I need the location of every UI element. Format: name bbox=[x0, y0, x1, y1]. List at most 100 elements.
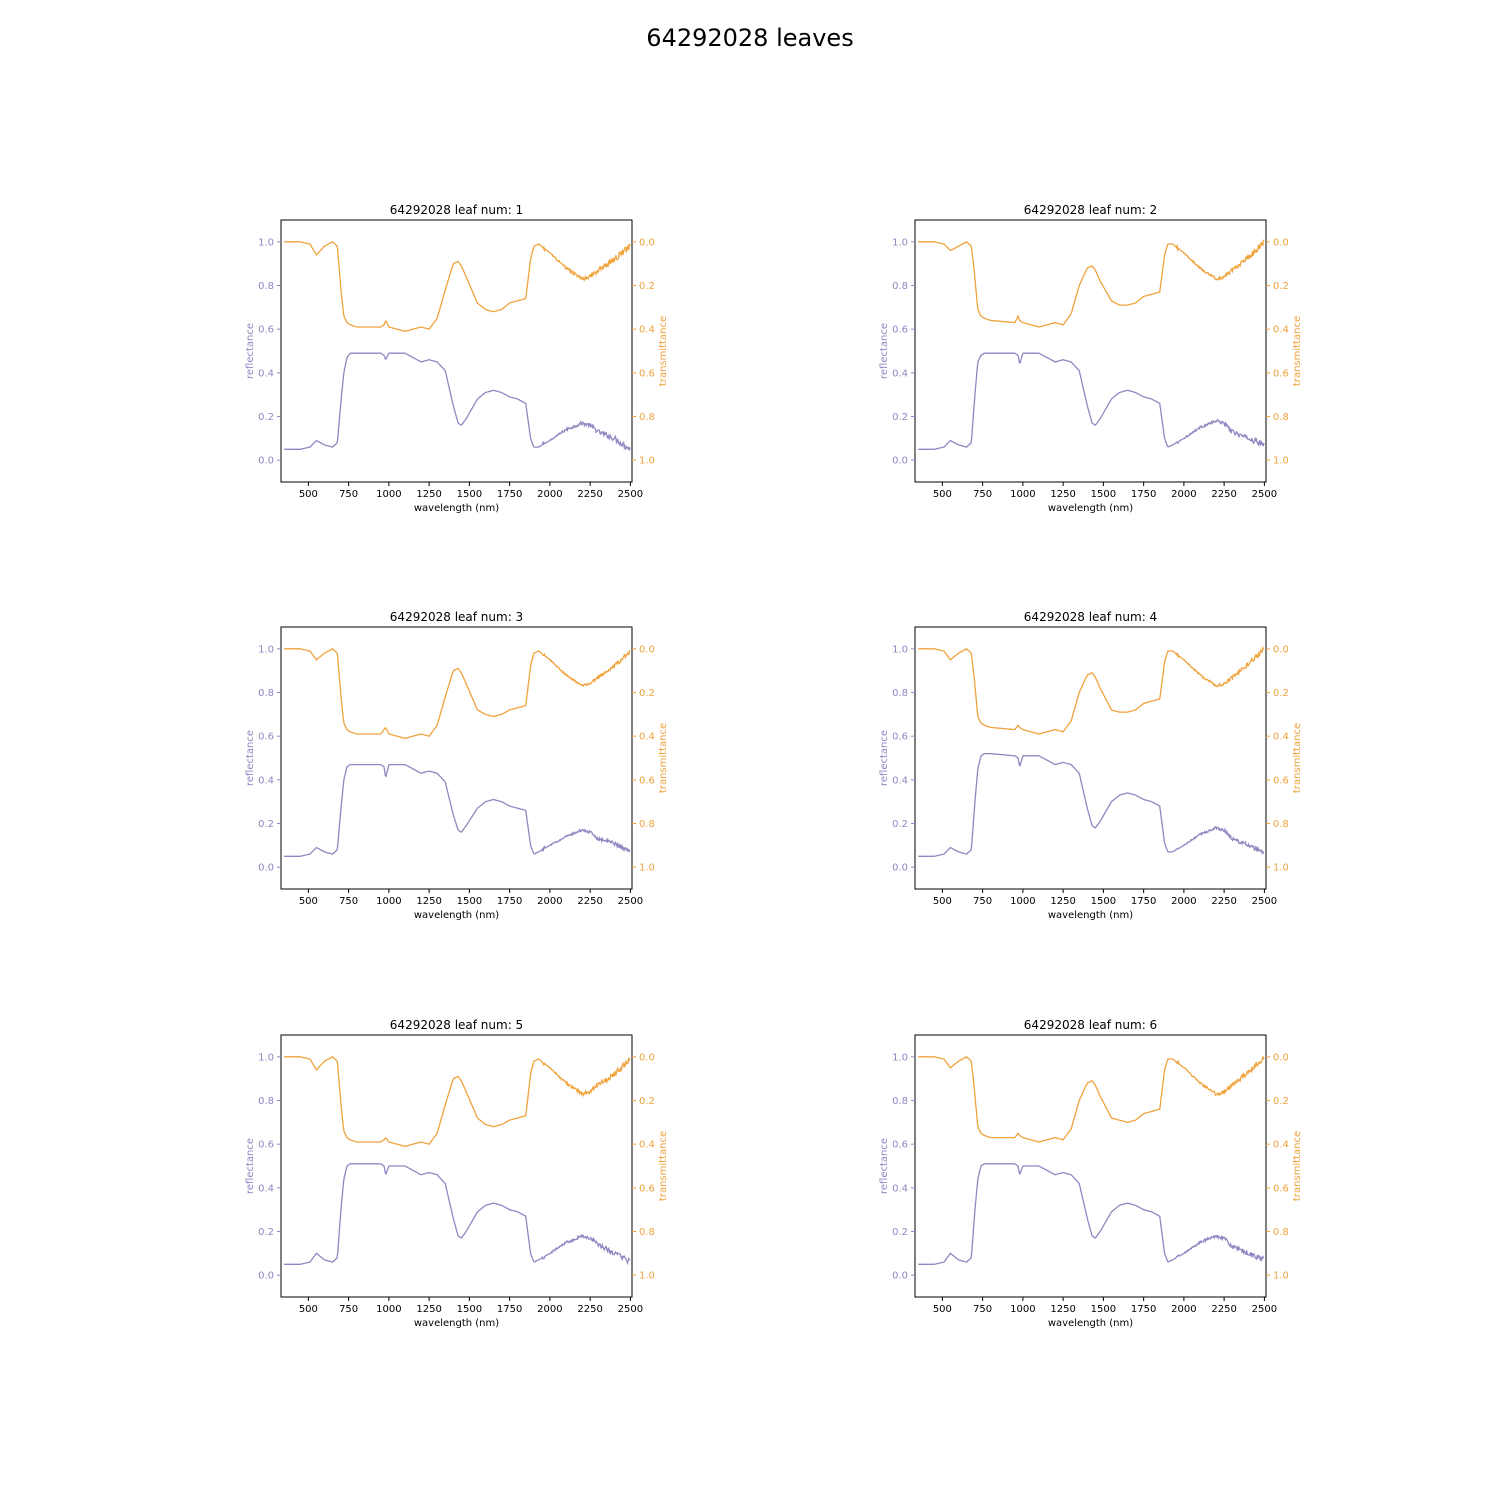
y-right-tick-label: 0.6 bbox=[1273, 775, 1289, 786]
x-tick-label: 2250 bbox=[1211, 896, 1236, 907]
y-left-tick-label: 0.0 bbox=[892, 1271, 908, 1282]
y-left-tick-label: 0.0 bbox=[892, 456, 908, 467]
y-right-tick-label: 0.2 bbox=[1273, 281, 1289, 292]
x-tick-label: 1750 bbox=[497, 896, 522, 907]
x-axis-label: wavelength (nm) bbox=[1048, 910, 1133, 921]
x-tick-label: 1000 bbox=[1010, 1304, 1035, 1315]
x-tick-label: 1750 bbox=[1131, 896, 1156, 907]
y-right-tick-label: 0.0 bbox=[639, 1052, 655, 1063]
x-tick-label: 1500 bbox=[1091, 896, 1116, 907]
series-line-transmittance bbox=[918, 1055, 1265, 1143]
x-tick-label: 2500 bbox=[1252, 489, 1277, 500]
y-left-tick-label: 0.0 bbox=[258, 456, 274, 467]
series-line-reflectance bbox=[918, 352, 1265, 450]
y-left-tick-label: 0.6 bbox=[892, 1140, 908, 1151]
axes-frame bbox=[280, 626, 633, 890]
x-axis-label: wavelength (nm) bbox=[414, 503, 499, 514]
y-right-tick-label: 0.4 bbox=[1273, 1140, 1289, 1151]
y-right-tick-label: 0.8 bbox=[1273, 1227, 1289, 1238]
series-line-transmittance bbox=[284, 240, 631, 332]
series-line-transmittance bbox=[918, 645, 1265, 735]
y-right-tick-label: 0.2 bbox=[639, 1096, 655, 1107]
x-tick-label: 1750 bbox=[497, 1304, 522, 1315]
y-right-tick-label: 0.0 bbox=[1273, 644, 1289, 655]
subplot-2: 500 750 1000 1250 1500 1750 2000 2250 2500 0.0 0.2… bbox=[879, 203, 1303, 514]
x-tick-label: 1250 bbox=[416, 1304, 441, 1315]
subplot-title: 64292028 leaf num: 2 bbox=[1024, 203, 1157, 217]
y-left-axis-label: reflectance bbox=[879, 1138, 890, 1194]
x-tick-label: 2000 bbox=[537, 489, 562, 500]
axes-frame bbox=[914, 1034, 1267, 1298]
y-left-tick-label: 1.0 bbox=[258, 1052, 274, 1063]
x-tick-label: 2500 bbox=[618, 896, 643, 907]
x-tick-label: 2500 bbox=[1252, 1304, 1277, 1315]
subplot-title: 64292028 leaf num: 5 bbox=[390, 1018, 523, 1032]
y-left-tick-label: 1.0 bbox=[892, 1052, 908, 1063]
x-tick-label: 2000 bbox=[1171, 489, 1196, 500]
y-right-tick-label: 0.8 bbox=[639, 1227, 655, 1238]
x-tick-label: 750 bbox=[339, 489, 358, 500]
x-tick-label: 1000 bbox=[1010, 489, 1035, 500]
y-left-tick-label: 1.0 bbox=[258, 237, 274, 248]
y-right-tick-label: 1.0 bbox=[639, 1271, 655, 1282]
y-right-tick-label: 0.6 bbox=[1273, 368, 1289, 379]
y-left-tick-label: 0.2 bbox=[258, 1227, 274, 1238]
y-left-tick-label: 0.2 bbox=[258, 819, 274, 830]
y-left-tick-label: 0.4 bbox=[258, 1183, 274, 1194]
y-right-tick-label: 0.0 bbox=[1273, 1052, 1289, 1063]
y-left-tick-label: 0.8 bbox=[892, 281, 908, 292]
x-tick-label: 1250 bbox=[416, 489, 441, 500]
y-right-tick-label: 1.0 bbox=[1273, 863, 1289, 874]
y-right-tick-label: 1.0 bbox=[639, 863, 655, 874]
x-tick-label: 500 bbox=[299, 896, 318, 907]
y-right-tick-label: 0.4 bbox=[1273, 325, 1289, 336]
y-right-tick-label: 0.6 bbox=[639, 1183, 655, 1194]
series-line-transmittance bbox=[284, 1055, 631, 1147]
y-right-axis-label: transmittance bbox=[1292, 1131, 1303, 1201]
x-tick-label: 500 bbox=[299, 1304, 318, 1315]
y-right-tick-label: 0.0 bbox=[639, 237, 655, 248]
x-tick-label: 2250 bbox=[577, 489, 602, 500]
y-left-tick-label: 0.4 bbox=[892, 775, 908, 786]
y-left-tick-label: 0.4 bbox=[892, 368, 908, 379]
axes-frame bbox=[914, 219, 1267, 483]
subplot-4: 500 750 1000 1250 1500 1750 2000 2250 2500 0.0 0.2… bbox=[879, 610, 1303, 921]
x-tick-label: 1000 bbox=[376, 1304, 401, 1315]
y-right-axis-label: transmittance bbox=[658, 1131, 669, 1201]
y-left-tick-label: 0.8 bbox=[892, 1096, 908, 1107]
x-tick-label: 1750 bbox=[1131, 1304, 1156, 1315]
y-left-tick-label: 0.6 bbox=[892, 732, 908, 743]
y-left-axis-label: reflectance bbox=[879, 730, 890, 786]
subplot-title: 64292028 leaf num: 6 bbox=[1024, 1018, 1157, 1032]
x-tick-label: 2500 bbox=[618, 489, 643, 500]
y-right-axis-label: transmittance bbox=[658, 723, 669, 793]
x-tick-label: 2250 bbox=[577, 896, 602, 907]
x-tick-label: 1000 bbox=[376, 489, 401, 500]
y-right-axis-label: transmittance bbox=[658, 316, 669, 386]
y-left-tick-label: 0.6 bbox=[258, 1140, 274, 1151]
axes-frame bbox=[280, 1034, 633, 1298]
series-line-reflectance bbox=[284, 763, 631, 857]
x-tick-label: 500 bbox=[933, 489, 952, 500]
x-tick-label: 1500 bbox=[457, 896, 482, 907]
x-tick-label: 1750 bbox=[1131, 489, 1156, 500]
y-right-tick-label: 0.8 bbox=[639, 412, 655, 423]
y-right-tick-label: 0.6 bbox=[1273, 1183, 1289, 1194]
x-tick-label: 1000 bbox=[1010, 896, 1035, 907]
y-right-tick-label: 0.4 bbox=[1273, 732, 1289, 743]
x-tick-label: 1000 bbox=[376, 896, 401, 907]
x-tick-label: 2250 bbox=[1211, 489, 1236, 500]
x-tick-label: 1500 bbox=[457, 489, 482, 500]
y-right-axis-label: transmittance bbox=[1292, 723, 1303, 793]
y-left-axis-label: reflectance bbox=[245, 1138, 256, 1194]
y-right-tick-label: 0.4 bbox=[639, 325, 655, 336]
x-axis-label: wavelength (nm) bbox=[414, 1318, 499, 1329]
y-right-tick-label: 0.4 bbox=[639, 1140, 655, 1151]
x-tick-label: 750 bbox=[973, 489, 992, 500]
series-line-reflectance bbox=[284, 1163, 631, 1266]
y-right-tick-label: 0.2 bbox=[639, 688, 655, 699]
y-left-axis-label: reflectance bbox=[245, 323, 256, 379]
y-left-axis-label: reflectance bbox=[879, 323, 890, 379]
y-left-tick-label: 0.0 bbox=[892, 863, 908, 874]
